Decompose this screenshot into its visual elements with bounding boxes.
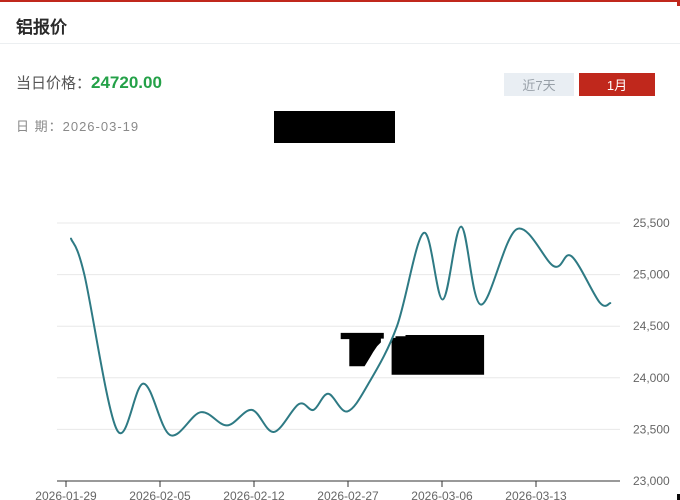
svg-text:24,500: 24,500	[633, 319, 670, 333]
svg-text:2026-02-05: 2026-02-05	[129, 489, 191, 500]
svg-text:2026-03-06: 2026-03-06	[411, 489, 473, 500]
svg-text:23,500: 23,500	[633, 422, 670, 436]
svg-text:23,000: 23,000	[633, 474, 670, 488]
svg-text:24,000: 24,000	[633, 371, 670, 385]
svg-text:25,500: 25,500	[633, 216, 670, 230]
svg-text:2026-02-12: 2026-02-12	[223, 489, 285, 500]
svg-text:2026-01-29: 2026-01-29	[35, 489, 97, 500]
svg-text:2026-03-13: 2026-03-13	[505, 489, 567, 500]
svg-text:25,000: 25,000	[633, 268, 670, 282]
svg-text:2026-02-27: 2026-02-27	[317, 489, 379, 500]
